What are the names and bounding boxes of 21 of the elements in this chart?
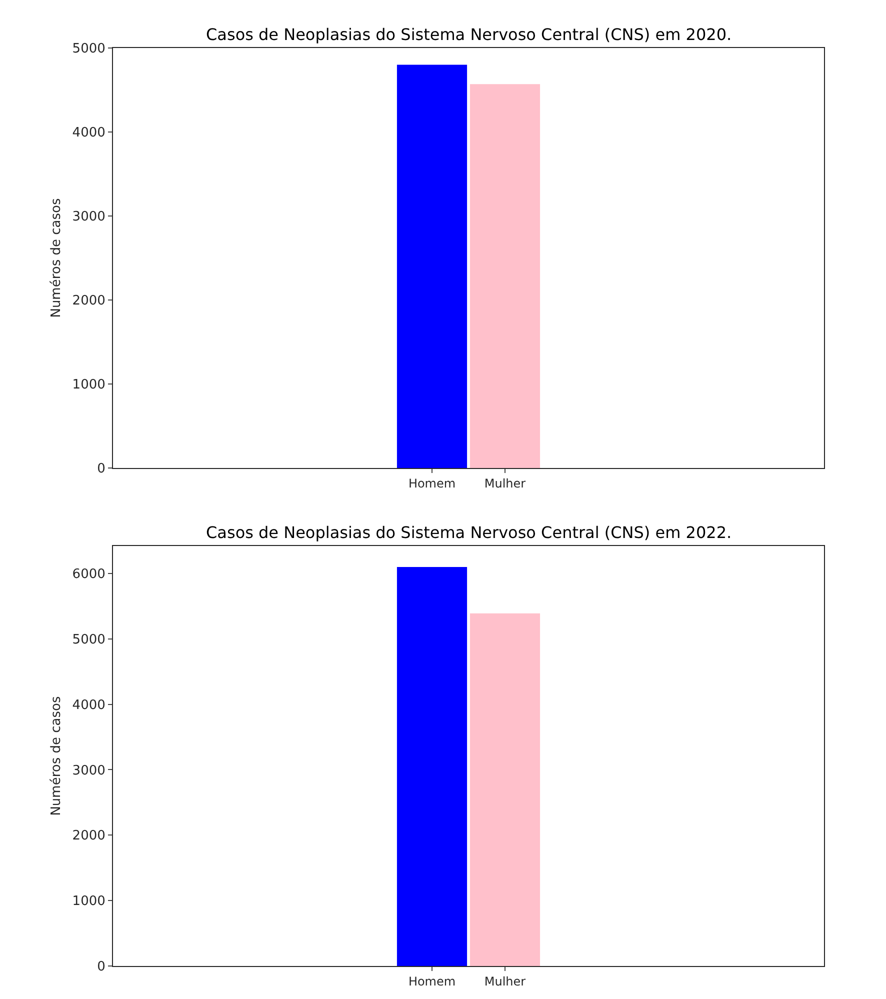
chart-title: Casos de Neoplasias do Sistema Nervoso Central (CNS) em 2022.: [206, 523, 732, 542]
x-tick-label: Homem: [408, 974, 456, 988]
x-tick-label: Homem: [408, 476, 456, 490]
y-tick-label: 2000: [72, 828, 106, 844]
x-tick-label: Mulher: [484, 974, 526, 988]
y-tick-label: 4000: [72, 698, 106, 713]
y-tick-label: 4000: [72, 126, 106, 141]
y-axis-title: Numéros de casos: [49, 696, 64, 816]
y-tick-label: 1000: [72, 378, 106, 393]
y-tick-label: 3000: [72, 210, 106, 225]
y-tick-label: 0: [97, 960, 106, 975]
y-tick-label: 0: [97, 462, 106, 477]
y-tick-label: 5000: [72, 632, 106, 648]
y-tick-label: 5000: [72, 42, 106, 57]
y-tick-label: 2000: [72, 294, 106, 309]
x-tick-label: Mulher: [484, 476, 526, 490]
y-tick-label: 6000: [72, 567, 106, 582]
chart-title: Casos de Neoplasias do Sistema Nervoso Central (CNS) em 2020.: [206, 25, 732, 44]
y-axis-title: Numéros de casos: [49, 198, 64, 318]
y-tick-label: 3000: [72, 763, 106, 778]
y-tick-label: 1000: [72, 894, 106, 910]
